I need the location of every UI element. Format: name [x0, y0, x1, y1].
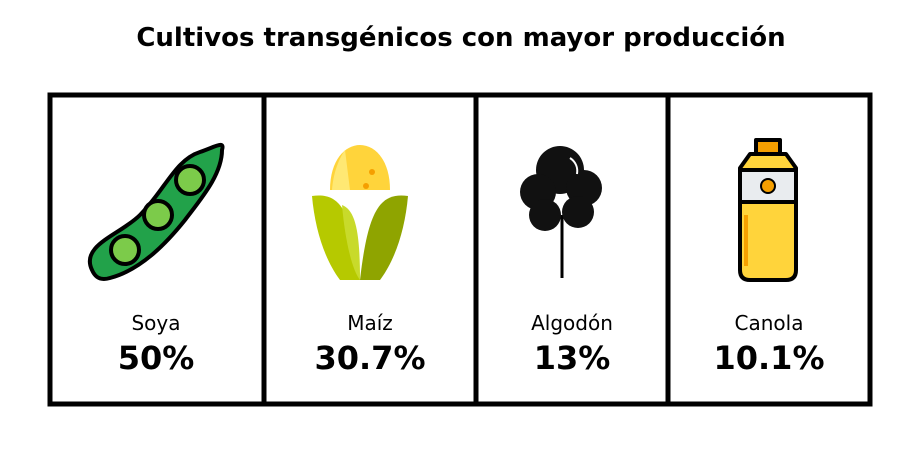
- crop-label: Canola: [735, 311, 804, 335]
- crop-value: 50%: [118, 339, 195, 377]
- crop-label: Algodón: [531, 311, 613, 335]
- oil-icon: [738, 138, 798, 282]
- crop-value: 30.7%: [314, 339, 425, 377]
- crop-value: 10.1%: [713, 339, 824, 377]
- crop-value: 13%: [534, 339, 611, 377]
- frame: [47, 92, 873, 407]
- crop-label: Maíz: [347, 311, 393, 335]
- corn-icon: [312, 145, 408, 280]
- soy-icon: [87, 142, 225, 281]
- cotton-icon: [520, 146, 602, 278]
- crop-label: Soya: [131, 311, 180, 335]
- title: Cultivos transgénicos con mayor producci…: [136, 23, 785, 53]
